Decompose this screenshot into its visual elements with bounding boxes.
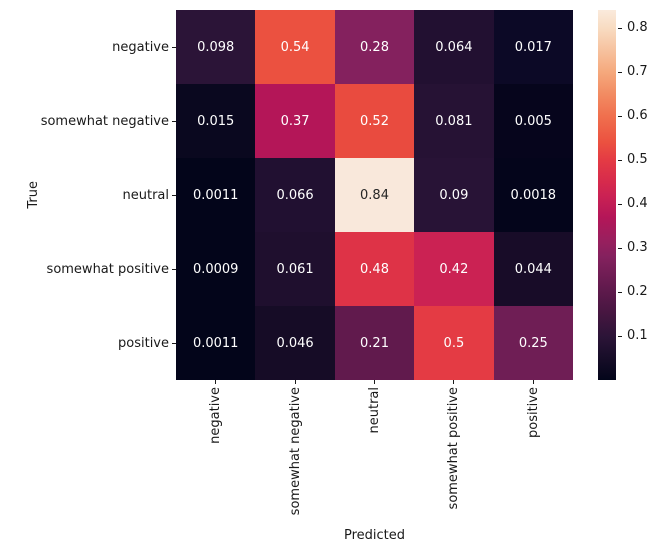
x-tick-label: negative: [176, 380, 255, 526]
x-tick-label: neutral: [335, 380, 414, 526]
colorbar-tick-label: 0.2: [627, 284, 648, 300]
y-tick-mark: [172, 120, 176, 122]
x-tick-mark: [374, 380, 376, 384]
heatmap-cell: 0.081: [414, 84, 494, 158]
heatmap-cell: 0.37: [255, 84, 335, 158]
x-tick-mark: [532, 380, 534, 384]
heatmap-cell: 0.046: [255, 306, 335, 380]
colorbar-tick-mark: [618, 71, 622, 73]
x-tick-mark: [294, 380, 296, 384]
colorbar-tick-mark: [618, 27, 622, 29]
colorbar-tick-label: 0.8: [627, 19, 648, 35]
heatmap-cell: 0.09: [414, 158, 494, 232]
heatmap-grid: 0.098 0.54 0.28 0.064 0.017 0.015 0.37 0.52 0.08…: [176, 10, 573, 380]
colorbar-tick-label: 0.4: [627, 196, 648, 212]
heatmap-cell: 0.044: [493, 232, 573, 306]
colorbar-tick-mark: [618, 159, 622, 161]
heatmap-cell: 0.54: [255, 10, 335, 84]
heatmap-cell: 0.84: [334, 158, 415, 232]
heatmap-cell: 0.098: [176, 10, 256, 84]
heatmap-cell: 0.0009: [176, 232, 256, 306]
heatmap-cell: 0.28: [334, 10, 415, 84]
y-tick-mark: [172, 342, 176, 344]
x-tick-mark: [215, 380, 217, 384]
colorbar-tick-label: 0.7: [627, 63, 648, 79]
colorbar-tick-label: 0.6: [627, 107, 648, 123]
colorbar-gradient: [598, 10, 616, 380]
colorbar-tick-mark: [618, 292, 622, 294]
heatmap-cell: 0.48: [334, 232, 415, 306]
y-tick-label: positive: [0, 306, 176, 380]
y-tick-label: somewhat positive: [0, 232, 176, 306]
x-tick-label: somewhat positive: [414, 380, 493, 526]
y-tick-label: somewhat negative: [0, 84, 176, 158]
x-axis-label: Predicted: [343, 528, 406, 543]
colorbar: 0.8 0.7 0.6 0.5 0.4 0.3 0.2 0.1: [598, 10, 658, 380]
heatmap-cell: 0.005: [493, 84, 573, 158]
heatmap-cell: 0.064: [414, 10, 494, 84]
colorbar-tick-mark: [618, 115, 622, 117]
x-tick-mark: [453, 380, 455, 384]
heatmap-cell: 0.061: [255, 232, 335, 306]
heatmap-cell: 0.25: [493, 306, 573, 380]
y-tick-mark: [172, 268, 176, 270]
heatmap-cell: 0.0011: [176, 306, 256, 380]
heatmap-cell: 0.015: [176, 84, 256, 158]
y-tick-label: neutral: [0, 158, 176, 232]
y-tick-label: negative: [0, 10, 176, 84]
colorbar-tick-mark: [618, 336, 622, 338]
heatmap-cell: 0.42: [414, 232, 494, 306]
colorbar-tick-label: 0.1: [627, 328, 648, 344]
y-tick-mark: [172, 46, 176, 48]
heatmap-cell: 0.21: [334, 306, 415, 380]
heatmap-cell: 0.0011: [176, 158, 256, 232]
x-tick-labels: negative somewhat negative neutral somewhat…: [176, 380, 573, 526]
y-tick-labels: negative somewhat negative neutral somewhat…: [0, 10, 176, 380]
heatmap-cell: 0.0018: [493, 158, 573, 232]
heatmap-cell: 0.017: [493, 10, 573, 84]
colorbar-tick-label: 0.3: [627, 240, 648, 256]
colorbar-tick-mark: [618, 248, 622, 250]
x-tick-label: somewhat negative: [255, 380, 334, 526]
heatmap-cell: 0.5: [414, 306, 494, 380]
colorbar-tick-label: 0.5: [627, 151, 648, 167]
heatmap-cell: 0.52: [334, 84, 415, 158]
heatmap-cell: 0.066: [255, 158, 335, 232]
y-tick-mark: [172, 194, 176, 196]
colorbar-tick-mark: [618, 204, 622, 206]
x-tick-label: positive: [494, 380, 573, 526]
